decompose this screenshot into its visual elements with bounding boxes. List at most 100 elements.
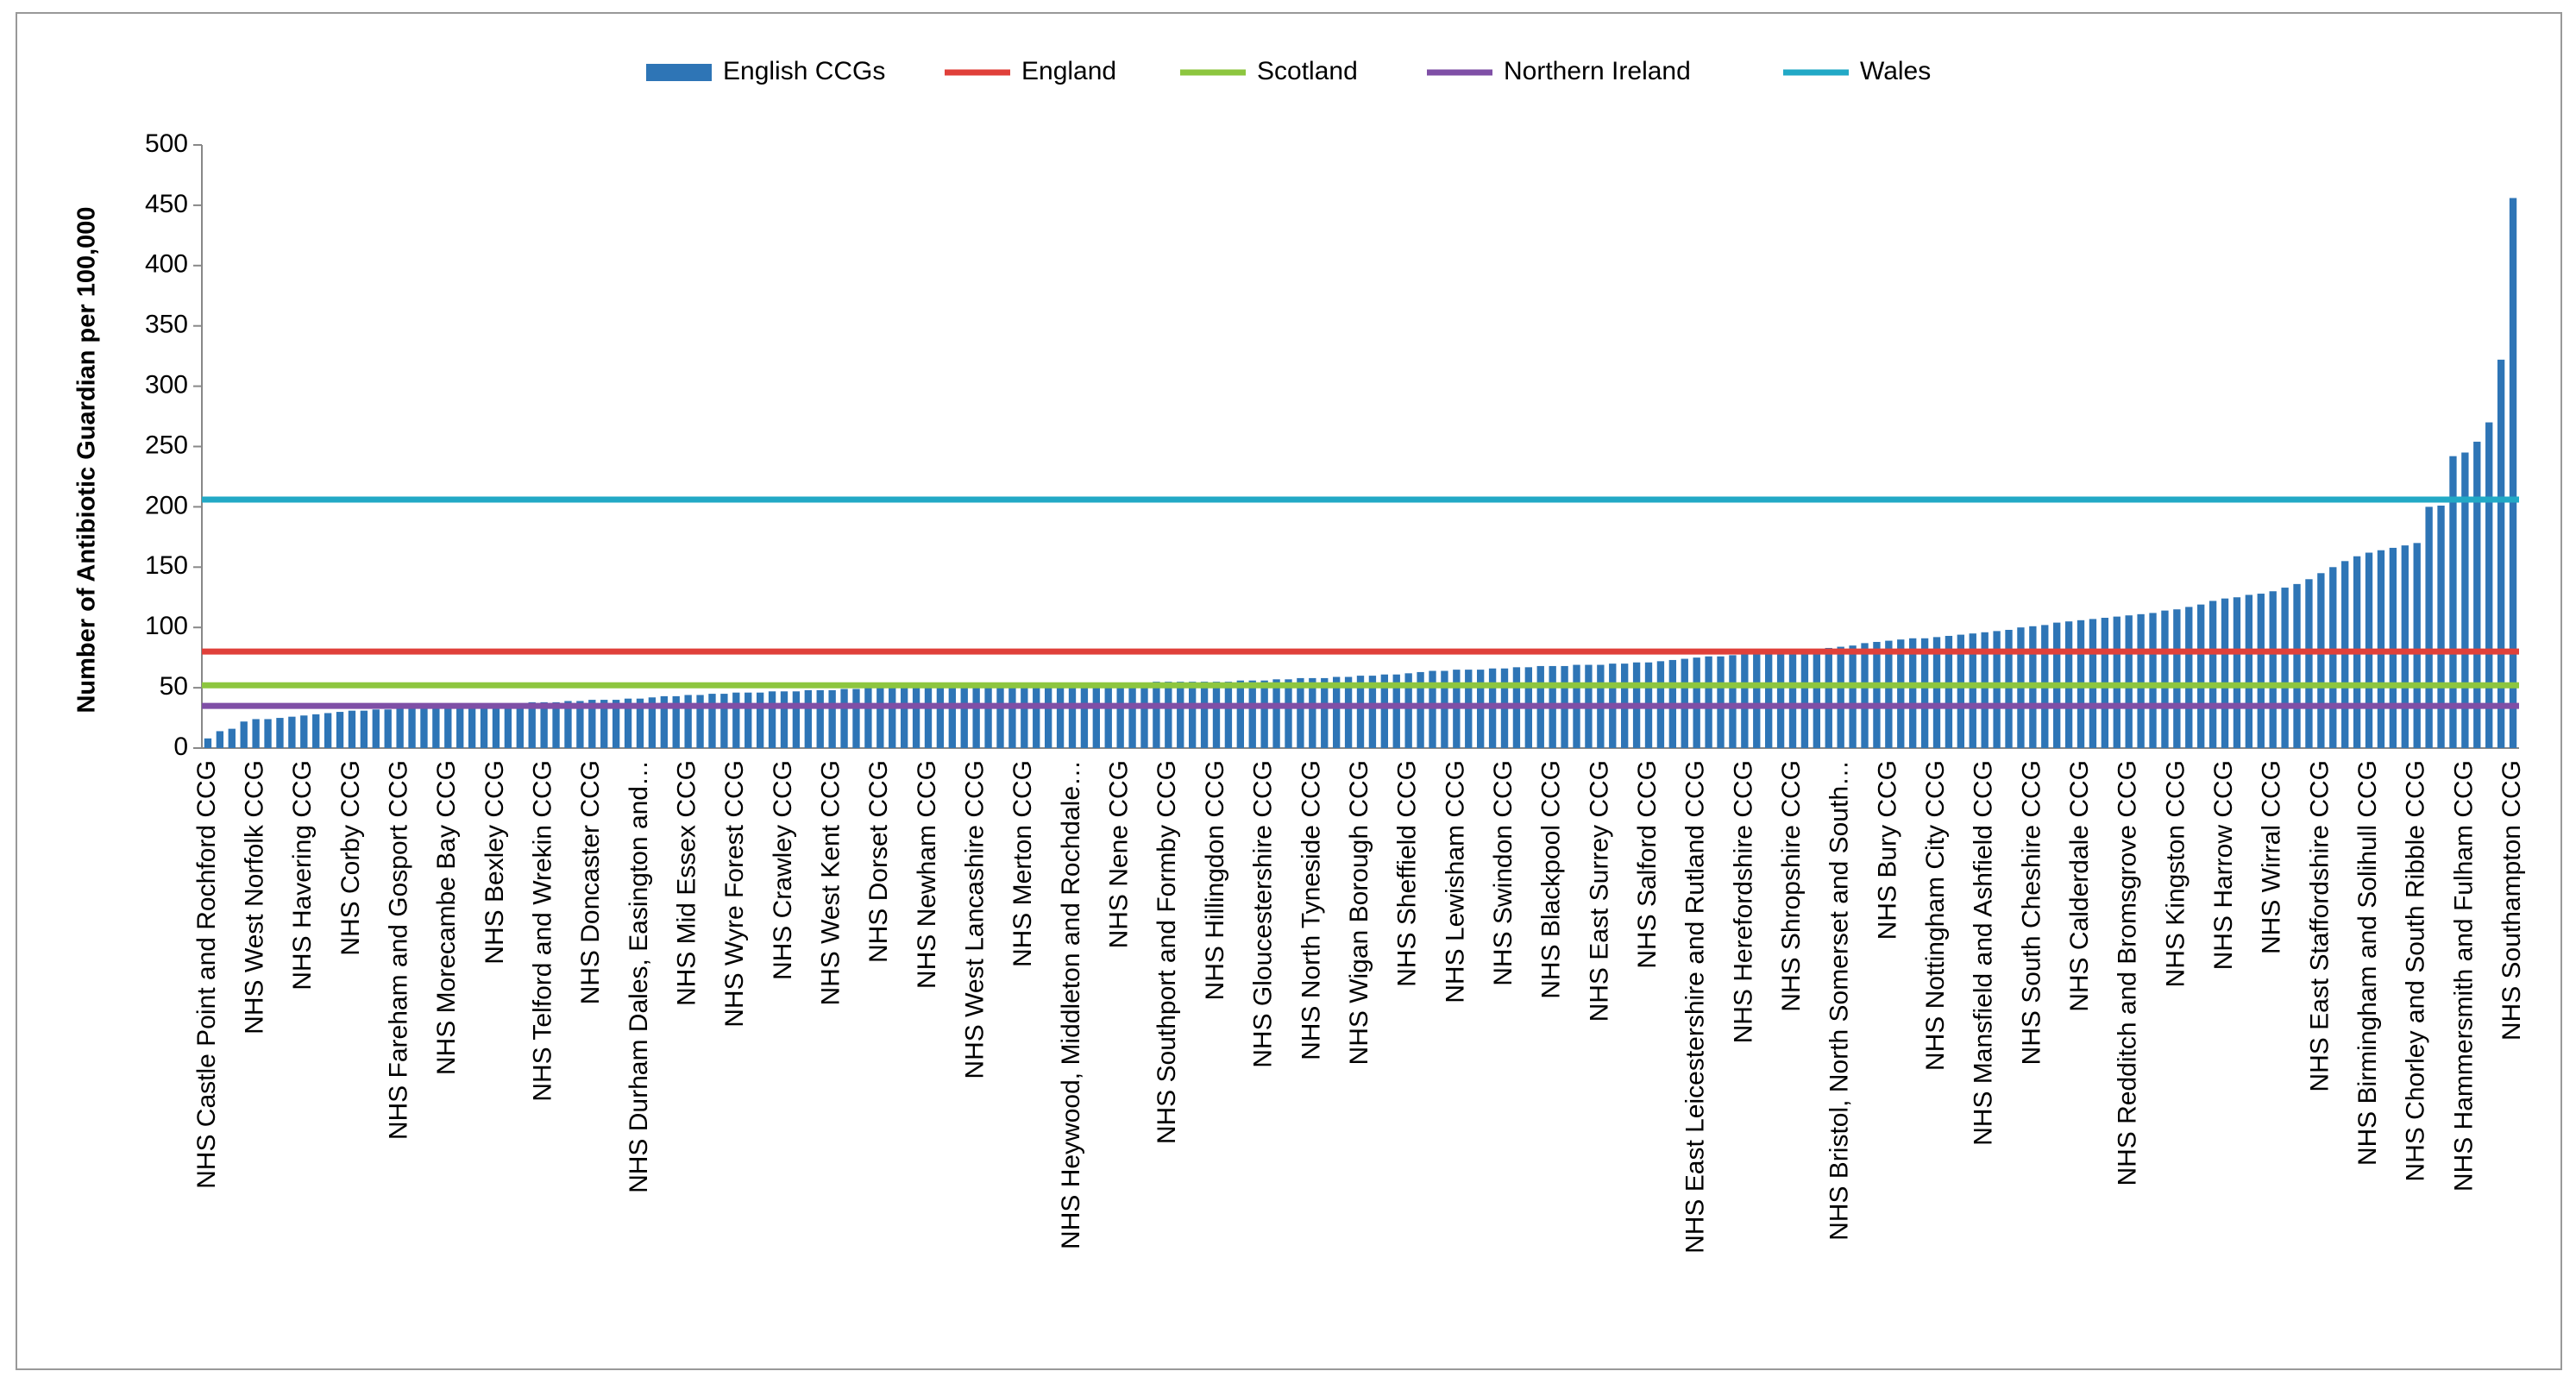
bar: [2485, 422, 2493, 748]
bar: [468, 706, 476, 748]
x-tick-label: NHS Wyre Forest CCG: [720, 760, 749, 1028]
bar: [2245, 594, 2253, 748]
bar: [300, 715, 308, 748]
bar: [1236, 680, 1245, 748]
x-tick-label: NHS Doncaster CCG: [576, 760, 605, 1004]
bar: [2149, 613, 2157, 748]
bar: [768, 691, 776, 748]
bar: [2437, 506, 2445, 748]
bar: [516, 703, 524, 748]
bar: [2473, 441, 2481, 748]
bar: [1212, 682, 1221, 748]
bar: [1272, 679, 1280, 748]
bar: [745, 692, 752, 748]
bar: [924, 686, 933, 748]
bar: [576, 701, 584, 748]
x-tick-label: NHS Hammersmith and Fulham CCG: [2449, 760, 2478, 1192]
x-tick-label: NHS East Surrey CCG: [1585, 760, 1613, 1022]
bar: [2125, 615, 2133, 748]
bar: [1776, 651, 1785, 748]
x-tick-label: NHS Kingston CCG: [2161, 760, 2190, 987]
bar: [1932, 637, 1941, 748]
bar: [1165, 682, 1172, 748]
bar: [216, 731, 224, 748]
bar: [420, 707, 428, 748]
bar: [1813, 649, 1821, 748]
x-tick-label: NHS Sheffield CCG: [1393, 760, 1422, 987]
bar: [864, 688, 872, 748]
bar: [1849, 645, 1857, 748]
bar: [1837, 646, 1844, 748]
legend-label: Northern Ireland: [1504, 57, 1691, 85]
x-tick-label: NHS Heywood, Middleton and Rochdale…: [1057, 760, 1085, 1249]
bar: [564, 701, 572, 748]
bar: [2221, 598, 2229, 748]
y-tick-label: 400: [145, 250, 188, 279]
bar: [816, 689, 824, 748]
bar: [1741, 653, 1749, 748]
bar: [2197, 604, 2205, 748]
x-tick-label: NHS Harrow CCG: [2209, 760, 2238, 970]
x-tick-label: NHS Telford and Wrekin CCG: [529, 760, 557, 1102]
bar: [612, 700, 620, 748]
bar: [528, 701, 536, 748]
bar: [1153, 682, 1160, 748]
bar: [2389, 547, 2397, 748]
bar: [1909, 638, 1917, 748]
bar: [2305, 579, 2313, 748]
bar: [1285, 679, 1292, 748]
bar: [600, 700, 608, 748]
bar: [2449, 456, 2457, 748]
y-tick-label: 150: [145, 551, 188, 580]
bar: [2161, 610, 2169, 748]
bar: [1104, 683, 1112, 748]
bar: [1033, 683, 1040, 748]
bar: [624, 698, 632, 748]
bar: [408, 708, 416, 748]
bar: [1356, 676, 1365, 748]
bar: [1248, 680, 1256, 748]
legend-swatch: [646, 64, 712, 81]
y-tick-label: 350: [145, 311, 188, 339]
x-tick-label: NHS Mid Essex CCG: [673, 760, 701, 1006]
x-tick-label: NHS Herefordshire CCG: [1729, 760, 1757, 1043]
bar: [780, 691, 789, 748]
x-tick-label: NHS Southampton CCG: [2497, 760, 2526, 1041]
bar: [360, 710, 368, 748]
x-tick-label: NHS West Norfolk CCG: [241, 760, 269, 1035]
y-tick-label: 450: [145, 190, 188, 218]
bar: [540, 701, 548, 748]
y-tick-label: 100: [145, 612, 188, 640]
bar: [252, 719, 260, 748]
x-tick-label: NHS Lewisham CCG: [1441, 760, 1469, 1003]
bar: [1441, 670, 1448, 748]
x-tick-label: NHS Nene CCG: [1105, 760, 1134, 948]
legend-label: Scotland: [1257, 57, 1358, 85]
bar: [684, 695, 692, 748]
y-tick-label: 50: [160, 672, 188, 701]
bar: [504, 703, 512, 748]
bar: [984, 685, 992, 748]
bar: [804, 689, 812, 748]
bar: [1309, 677, 1316, 748]
bar: [960, 685, 968, 748]
x-tick-label: NHS Southport and Formby CCG: [1153, 760, 1181, 1144]
bar: [1392, 674, 1400, 748]
y-tick-label: 300: [145, 371, 188, 399]
bar: [1368, 676, 1377, 748]
bar: [1873, 641, 1881, 748]
bar: [1825, 647, 1832, 748]
bar: [948, 685, 956, 748]
bar: [1128, 682, 1136, 748]
bar: [852, 689, 860, 748]
x-tick-label: NHS Swindon CCG: [1489, 760, 1517, 986]
bar: [708, 694, 716, 748]
bar: [2293, 583, 2301, 748]
bar: [1200, 682, 1209, 748]
y-tick-label: 200: [145, 491, 188, 519]
x-tick-label: NHS Castle Point and Rochford CCG: [192, 760, 221, 1189]
x-tick-label: NHS Salford CCG: [1633, 760, 1662, 969]
bar: [264, 719, 272, 748]
bar: [384, 709, 392, 748]
